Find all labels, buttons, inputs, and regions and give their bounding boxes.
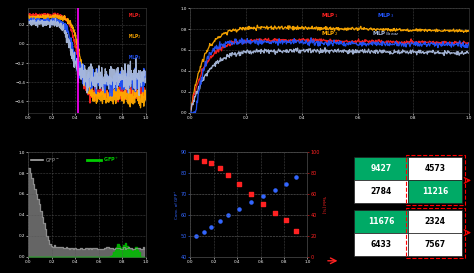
Bar: [406, 155, 465, 206]
Text: 2784: 2784: [371, 187, 392, 196]
Point: [224, 173, 231, 177]
Point: [236, 181, 243, 186]
Text: MLP$_3$: MLP$_3$: [128, 53, 142, 62]
Text: MLP$_2$: MLP$_2$: [128, 32, 142, 41]
Bar: [408, 180, 462, 203]
Text: GFP$^-$: GFP$^-$: [45, 156, 60, 164]
Text: MLP$_{Nawaz}$: MLP$_{Nawaz}$: [118, 74, 142, 83]
Text: 9427: 9427: [371, 164, 392, 173]
Point: [201, 158, 208, 163]
Point: [247, 200, 255, 204]
Bar: [408, 158, 462, 180]
Point: [292, 228, 300, 233]
Point: [259, 202, 267, 207]
Bar: [408, 233, 462, 256]
Point: [247, 192, 255, 196]
Text: MLP$_{Nawaz}$: MLP$_{Nawaz}$: [372, 29, 400, 38]
Bar: [355, 180, 408, 203]
Point: [192, 155, 200, 160]
Point: [259, 194, 267, 198]
Point: [224, 213, 231, 217]
Text: 2324: 2324: [425, 217, 446, 225]
Text: 11216: 11216: [422, 187, 448, 196]
Point: [216, 219, 223, 223]
Point: [208, 161, 215, 165]
Text: 11676: 11676: [368, 217, 394, 225]
Y-axis label: Conc. of GFP⁺: Conc. of GFP⁺: [175, 190, 179, 219]
Bar: [355, 158, 408, 180]
Text: MLP$_3$: MLP$_3$: [377, 11, 394, 20]
Text: MLP$_1$: MLP$_1$: [321, 11, 338, 20]
Point: [216, 166, 223, 170]
Text: 4573: 4573: [425, 164, 446, 173]
Text: 6433: 6433: [371, 240, 392, 249]
Point: [283, 218, 290, 222]
Point: [192, 234, 200, 238]
Bar: [355, 233, 408, 256]
Y-axis label: Yield [%]: Yield [%]: [322, 195, 326, 213]
Point: [292, 175, 300, 179]
Bar: [406, 207, 465, 258]
Text: GFP$^+$: GFP$^+$: [103, 155, 119, 164]
Point: [236, 206, 243, 211]
Text: MLP$_1$: MLP$_1$: [128, 11, 142, 20]
Text: MLP$_2$: MLP$_2$: [321, 29, 338, 38]
Point: [271, 188, 278, 192]
Bar: [355, 210, 408, 233]
Point: [208, 225, 215, 230]
Point: [271, 210, 278, 215]
Point: [201, 229, 208, 234]
Point: [283, 181, 290, 186]
Text: 7567: 7567: [425, 240, 446, 249]
Bar: [408, 210, 462, 233]
